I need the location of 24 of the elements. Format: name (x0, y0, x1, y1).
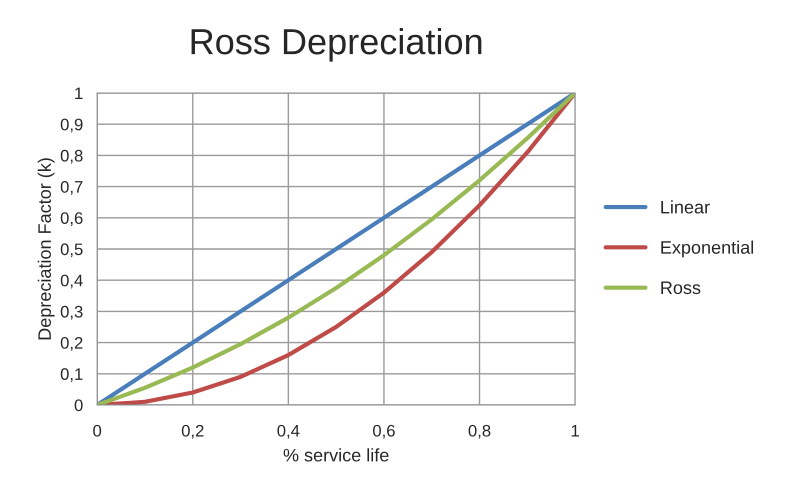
line-series (97, 93, 576, 405)
y-tick-label: 0,6 (60, 212, 83, 226)
y-tick-label: 0,4 (60, 274, 83, 288)
y-tick-label: 0,7 (60, 181, 82, 195)
x-tick-label: 1 (572, 425, 579, 436)
y-axis-title: Depreciation Factor (k) (38, 158, 55, 340)
x-tick-label: 0,4 (277, 424, 300, 439)
x-tick-label: 0,2 (182, 424, 204, 439)
y-tick-label: 0 (74, 399, 83, 412)
y-tick-label: 0,1 (60, 368, 82, 382)
legend-label: Linear (661, 200, 710, 214)
y-tick-label: 0,3 (60, 306, 83, 320)
y-tick-label: 0,9 (60, 118, 82, 132)
chart-title: Ross Depreciation (192, 28, 482, 62)
y-tick-label: 0,5 (60, 243, 83, 258)
y-tick-label: 1 (75, 88, 82, 100)
x-tick-label: 0 (93, 424, 102, 437)
legend-label: Exponential (661, 240, 754, 258)
legend-label: Ross (661, 282, 700, 294)
x-tick-label: 0,8 (468, 424, 490, 439)
y-tick-label: 0,2 (60, 336, 82, 351)
y-tick-label: 0,8 (60, 150, 83, 164)
x-tick-label: 0,6 (373, 424, 395, 439)
x-axis-title: % service life (284, 448, 389, 462)
